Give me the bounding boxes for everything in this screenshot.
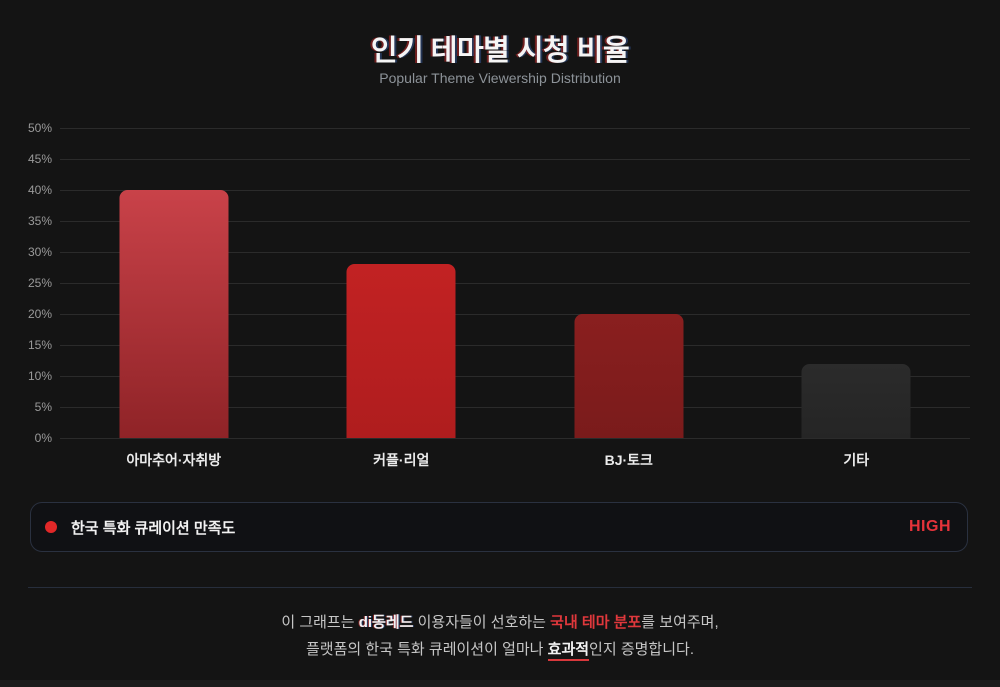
y-axis-tick-label: 45% [27,152,52,166]
y-axis-tick-label: 15% [27,338,52,352]
y-axis-tick-label: 30% [27,245,52,259]
gridline: 25% [28,276,970,290]
gridline: 10% [28,369,970,383]
gridline: 30% [28,245,970,259]
y-axis-tick-label: 25% [27,276,52,290]
chart-bar-2 [346,264,456,438]
bar-slot: 커플·리얼 [288,128,516,468]
footer-text: 이 그래프는 [281,614,359,631]
x-axis-category-label: 아마추어·자취방 [126,452,222,468]
chart-bar-4 [801,363,911,438]
y-axis-tick-label: 10% [27,369,52,383]
footer-line-1: 이 그래프는 di동레드 이용자들이 선호하는 국내 테마 분포를 보여주며, [0,609,1000,636]
next-section-edge [0,680,1000,687]
gridline: 5% [35,400,970,414]
gridline: 45% [28,152,970,166]
legend-dot-icon [45,521,57,533]
gridline: 50% [28,121,970,135]
gridline: 15% [28,338,970,352]
gridline: 35% [28,214,970,228]
footer-text: 플랫폼의 한국 특화 큐레이션이 얼마나 [306,641,548,658]
legend-value-badge: HIGH [909,518,951,535]
bars: 아마추어·자취방 커플·리얼 BJ·토크 기타 [60,128,971,468]
footer-text: 이용자들이 선호하는 [413,614,551,631]
bar-slot: BJ·토크 [515,128,743,468]
gridline: 0% [35,431,970,445]
y-axis-tick-label: 5% [34,400,52,414]
footer-text: 인지 증명합니다. [589,641,694,658]
page-subtitle: Popular Theme Viewership Distribution [379,70,621,86]
footer-text: 를 보여주며, [641,614,719,631]
footer-line-2: 플랫폼의 한국 특화 큐레이션이 얼마나 효과적인지 증명합니다. [0,636,1000,663]
x-axis-category-label: 커플·리얼 [373,452,430,468]
y-axis-tick-label: 20% [27,307,52,321]
bar-slot: 아마추어·자취방 [60,128,288,468]
x-axis-category-label: 기타 [843,452,870,468]
brand-name: di동레드 [358,614,414,631]
underlined-emphasis-text: 효과적 [547,641,590,661]
footer-caption: 이 그래프는 di동레드 이용자들이 선호하는 국내 테마 분포를 보여주며, … [0,609,1000,663]
gridline: 40% [28,183,970,197]
y-axis-tick-label: 0% [34,431,52,445]
bar-slot: 기타 [743,128,971,468]
y-axis-tick-label: 35% [27,214,52,228]
y-axis-tick-label: 40% [27,183,52,197]
highlight-red-text: 국내 테마 분포 [550,614,642,631]
page-title: 인기 테마별 시청 비율 [370,35,630,67]
legend-label: 한국 특화 큐레이션 만족도 [71,519,236,537]
gridline: 20% [28,307,970,321]
y-axis-tick-label: 50% [27,121,52,135]
legend-box: 한국 특화 큐레이션 만족도 HIGH [30,502,968,552]
chart-bar-1 [119,190,229,438]
divider [28,587,972,588]
x-axis-category-label: BJ·토크 [604,452,653,468]
bar-chart: 0% 5% 10% 15% 20% 25% 30% 35% 40% 45% 50% 아마추어·자취방… [28,121,971,468]
chart-bar-3 [574,314,684,438]
